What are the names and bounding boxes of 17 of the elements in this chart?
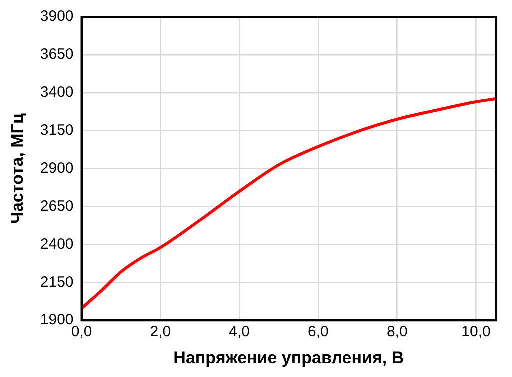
y-tick-label: 3650	[40, 46, 74, 64]
x-tick-label: 4,0	[229, 324, 250, 341]
x-tick-label: 8,0	[386, 324, 408, 341]
y-tick-label: 2150	[40, 274, 74, 291]
y-tick-label: 3900	[40, 8, 74, 26]
x-tick-label: 6,0	[308, 324, 329, 341]
x-tick-label: 0,0	[71, 324, 92, 341]
y-tick-label: 2900	[40, 160, 74, 177]
y-axis-title: Частота, МГц	[8, 113, 27, 224]
y-tick-label: 3150	[40, 122, 74, 139]
y-tick-label: 2650	[40, 198, 74, 215]
x-tick-label: 10,0	[462, 324, 491, 341]
y-tick-label: 2400	[40, 236, 74, 253]
x-tick-label: 2,0	[150, 324, 172, 341]
line-series	[82, 97, 496, 310]
y-tick-label: 3400	[40, 84, 74, 102]
x-axis-title: Напряжение управления, В	[174, 348, 404, 368]
